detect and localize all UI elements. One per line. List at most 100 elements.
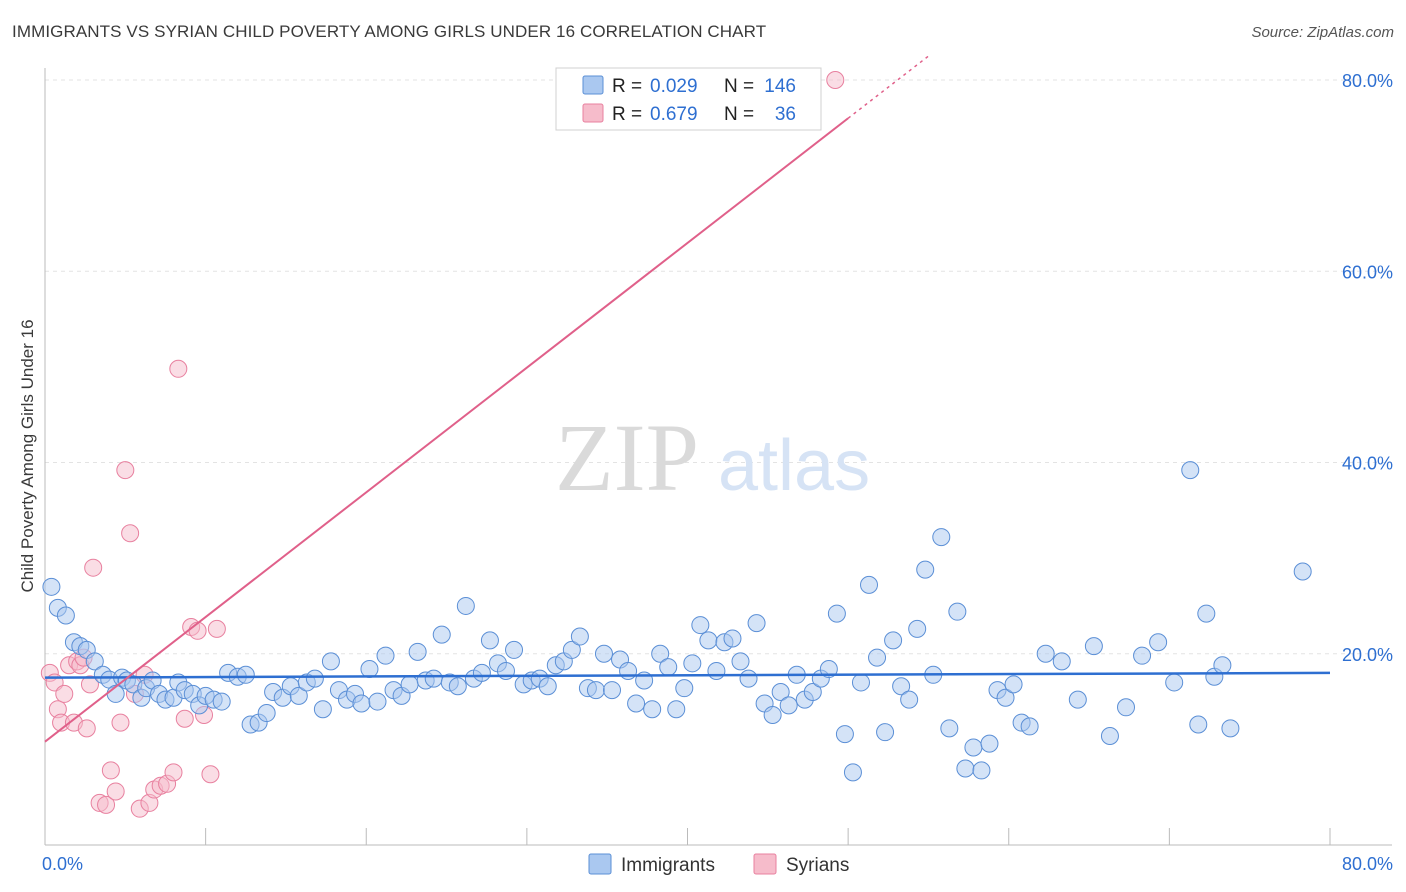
immigrants-point xyxy=(763,705,782,724)
x-ticks xyxy=(205,828,1331,845)
immigrants-point xyxy=(843,763,862,782)
immigrants-point xyxy=(257,704,276,723)
syrians-point xyxy=(77,719,96,738)
immigrants-point xyxy=(1213,656,1232,675)
immigrants-swatch xyxy=(582,75,604,95)
immigrants-point xyxy=(827,604,846,623)
gridlines xyxy=(45,79,1392,655)
watermark: ZIP atlas xyxy=(555,404,870,511)
immigrants-point xyxy=(603,681,622,700)
immigrants-point xyxy=(675,679,694,698)
chart-title: IMMIGRANTS VS SYRIAN CHILD POVERTY AMONG… xyxy=(12,22,767,41)
immigrants-point xyxy=(289,686,308,705)
legend-immigrants-swatch xyxy=(588,853,612,875)
immigrants-point xyxy=(400,675,419,694)
immigrants-point xyxy=(972,761,991,780)
trend-lines xyxy=(44,55,1331,743)
series-immigrants-points xyxy=(42,461,1312,782)
immigrants-point xyxy=(456,596,475,615)
syrians-trend-line xyxy=(44,117,849,743)
immigrants-n-label: N = xyxy=(724,76,754,97)
immigrants-r-value: 0.029 xyxy=(650,76,698,97)
immigrants-point xyxy=(835,725,854,744)
immigrants-point xyxy=(876,723,895,742)
immigrants-point xyxy=(313,700,332,719)
syrians-n-label: N = xyxy=(724,104,754,125)
immigrants-point xyxy=(1117,698,1136,717)
immigrants-point xyxy=(723,629,742,648)
immigrants-point xyxy=(683,654,702,673)
immigrants-point xyxy=(85,652,104,671)
source-credit: Source: ZipAtlas.com xyxy=(1251,24,1394,41)
immigrants-point xyxy=(908,619,927,638)
immigrants-point xyxy=(236,665,255,684)
immigrants-point xyxy=(884,631,903,650)
immigrants-point xyxy=(1189,715,1208,734)
immigrants-point xyxy=(1165,673,1184,692)
immigrants-point xyxy=(819,660,838,679)
x-tick-label-min: 0.0% xyxy=(42,854,83,874)
immigrants-point xyxy=(368,692,387,711)
immigrants-point xyxy=(643,700,662,719)
immigrants-r-label: R = xyxy=(612,76,642,97)
immigrants-point xyxy=(1004,675,1023,694)
immigrants-point xyxy=(424,669,443,688)
syrians-point xyxy=(111,713,130,732)
immigrants-point xyxy=(594,644,613,663)
immigrants-point xyxy=(376,646,395,665)
watermark-atlas: atlas xyxy=(718,426,870,506)
syrians-point xyxy=(164,763,183,782)
syrians-point xyxy=(84,558,103,577)
immigrants-point xyxy=(868,648,887,667)
syrians-point xyxy=(169,359,188,378)
immigrants-point xyxy=(699,631,718,650)
syrians-point xyxy=(101,761,120,780)
immigrants-point xyxy=(627,694,646,713)
immigrants-point xyxy=(980,734,999,753)
syrians-point xyxy=(116,461,135,480)
immigrants-point xyxy=(42,577,61,596)
y-tick-labels: 20.0% 40.0% 60.0% 80.0% xyxy=(1342,71,1393,665)
immigrants-point xyxy=(1197,604,1216,623)
immigrants-point xyxy=(900,690,919,709)
immigrants-point xyxy=(1181,461,1200,480)
immigrants-point xyxy=(448,677,467,696)
immigrants-point xyxy=(360,660,379,679)
syrians-r-label: R = xyxy=(612,104,642,125)
immigrants-point xyxy=(1084,637,1103,656)
legend-syrians-label: Syrians xyxy=(786,855,849,876)
immigrants-point xyxy=(1133,646,1152,665)
immigrants-point xyxy=(771,683,790,701)
immigrants-point xyxy=(851,673,870,692)
immigrants-point xyxy=(505,640,524,659)
immigrants-point xyxy=(932,528,951,547)
immigrants-point xyxy=(948,602,967,621)
immigrants-point xyxy=(321,652,340,671)
syrians-n-value: 36 xyxy=(775,104,796,125)
immigrants-point xyxy=(56,606,75,625)
y-tick-label: 80.0% xyxy=(1342,71,1393,91)
syrians-point xyxy=(106,782,125,801)
immigrants-point xyxy=(408,642,427,661)
syrians-point xyxy=(188,621,207,640)
syrians-swatch xyxy=(582,103,604,123)
immigrants-point xyxy=(1036,644,1055,663)
immigrants-point xyxy=(562,640,581,659)
immigrants-point xyxy=(1068,690,1087,709)
immigrants-point xyxy=(1293,562,1312,581)
immigrants-point xyxy=(1221,719,1240,738)
immigrants-point xyxy=(747,614,766,633)
immigrants-point xyxy=(956,759,975,778)
immigrants-point xyxy=(586,681,605,700)
immigrants-trend-line xyxy=(44,671,1331,679)
immigrants-point xyxy=(707,661,726,680)
y-tick-label: 60.0% xyxy=(1342,262,1393,282)
immigrants-point xyxy=(691,616,710,635)
immigrants-point xyxy=(570,627,589,646)
y-tick-label: 20.0% xyxy=(1342,645,1393,665)
immigrants-point xyxy=(659,658,678,677)
immigrants-n-value: 146 xyxy=(764,76,796,97)
immigrants-point xyxy=(916,560,935,579)
immigrants-point xyxy=(739,669,758,688)
